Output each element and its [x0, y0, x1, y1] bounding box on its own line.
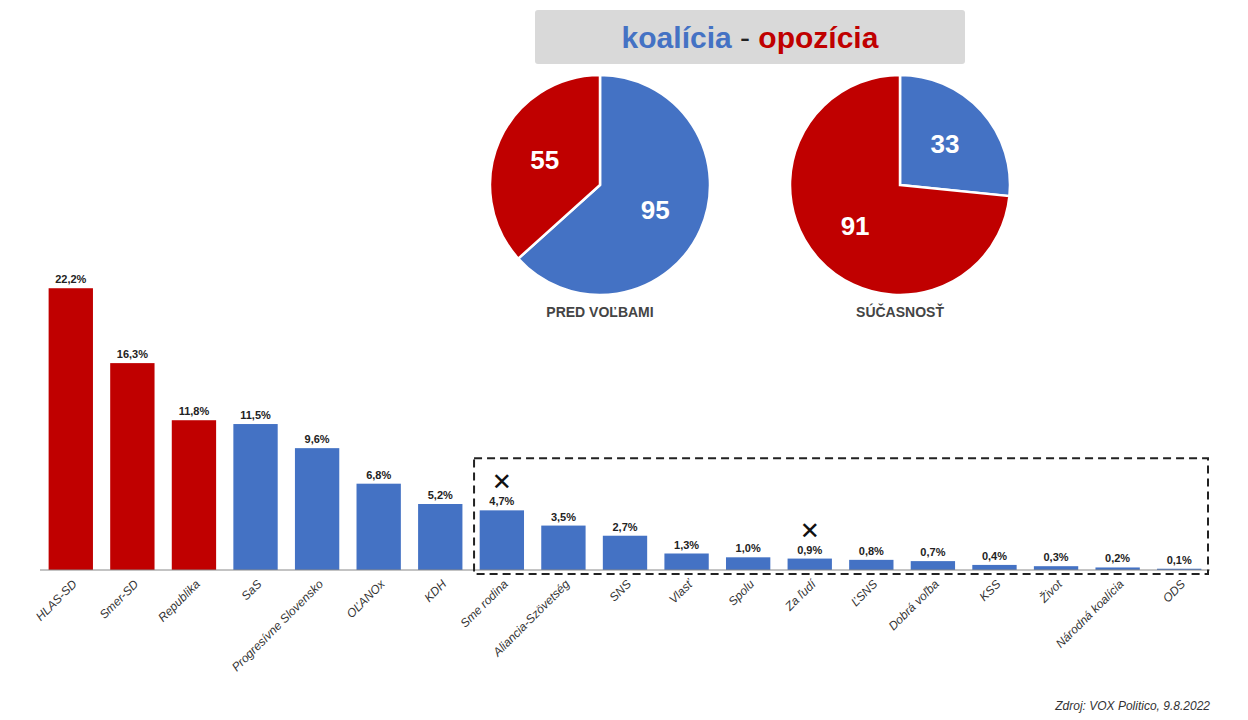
pie-label: 91 [841, 211, 870, 241]
x-tick-label: Republika [155, 577, 203, 625]
x-tick-label: Progresívne Slovensko [229, 577, 326, 674]
x-tick-label: KDH [421, 577, 449, 605]
data-label: 0,3% [1044, 551, 1069, 563]
data-label: 4,7% [489, 495, 514, 507]
data-label: 11,8% [179, 405, 210, 417]
pie-title: PRED VOĽBAMI [546, 304, 653, 320]
cross-annotation: ✕ [800, 517, 820, 544]
pie-slice [900, 75, 1010, 196]
pie [490, 75, 710, 295]
x-tick-label: OĽANOx [344, 576, 389, 621]
pie-title: SÚČASNOSŤ [856, 303, 944, 320]
data-label: 6,8% [366, 469, 391, 481]
group-box [474, 458, 1208, 574]
chart-root: koalícia - opozícia 22,2% 16,3% 11,8% 11,5% 9… [0, 0, 1248, 720]
bar [541, 526, 585, 570]
data-label: 22,2% [55, 273, 86, 285]
bar [233, 424, 277, 570]
data-label: 0,8% [859, 545, 884, 557]
bars [49, 288, 1202, 570]
bar [911, 561, 955, 570]
data-label: 0,4% [982, 550, 1007, 562]
data-label: 2,7% [612, 521, 637, 533]
bar [357, 484, 401, 570]
bar [603, 536, 647, 570]
x-tick-label: Národná koalícia [1053, 577, 1127, 651]
title-part: - [732, 21, 759, 54]
x-tick-label: ODS [1160, 577, 1188, 605]
data-label: 11,5% [240, 409, 271, 421]
cross-annotation: ✕ [492, 468, 512, 495]
x-tick-label: Dobrá voľba [886, 577, 942, 633]
data-label: 9,6% [305, 433, 330, 445]
bar [49, 288, 93, 570]
pie-slice [790, 75, 1009, 295]
pie-slice [490, 75, 600, 259]
data-label: 5,2% [428, 489, 453, 501]
pie [790, 75, 1010, 295]
data-label: 1,0% [736, 542, 761, 554]
title-part: opozícia [758, 21, 878, 54]
x-tick-label: Za ľudí [782, 576, 820, 614]
bar [110, 363, 154, 570]
data-label: 1,3% [674, 539, 699, 551]
data-label: 0,9% [797, 544, 822, 556]
bar [480, 510, 524, 570]
x-tick-label: ĽSNS [848, 577, 880, 609]
x-tick-label: Vlasť [666, 576, 697, 607]
bar [418, 504, 462, 570]
x-tick-label: HLAS-SD [33, 577, 80, 624]
bar [726, 557, 770, 570]
x-tick-label: Spolu [725, 577, 757, 609]
data-label: 3,5% [551, 511, 576, 523]
title: koalícia - opozícia [622, 21, 879, 54]
bar [972, 565, 1016, 570]
background [0, 0, 1248, 720]
data-label: 0,2% [1105, 552, 1130, 564]
x-tick-label: Smer-SD [97, 577, 142, 622]
x-tick-label: SNS [607, 577, 634, 604]
bar [172, 420, 216, 570]
bar [295, 448, 339, 570]
x-axis [40, 570, 1210, 571]
bar [664, 554, 708, 571]
x-tick-label: SaS [239, 577, 265, 603]
x-tick-label: Aliancia-Szövetség [490, 577, 573, 660]
x-tick-label: Sme rodina [457, 577, 511, 631]
pie-label: 55 [530, 145, 559, 175]
bar [1034, 566, 1078, 570]
data-label: 0,1% [1167, 554, 1192, 566]
title-box [535, 10, 965, 64]
x-tick-label: Život [1035, 576, 1065, 606]
source-note: Zdroj: VOX Politico, 9.8.2022 [1054, 699, 1210, 713]
bar [849, 560, 893, 570]
pie-label: 95 [641, 195, 670, 225]
pie-label: 33 [930, 129, 959, 159]
data-label: 0,7% [920, 546, 945, 558]
x-tick-label: KSS [977, 577, 1004, 604]
bar [788, 559, 832, 570]
title-part: koalícia [622, 21, 732, 54]
data-label: 16,3% [117, 348, 148, 360]
